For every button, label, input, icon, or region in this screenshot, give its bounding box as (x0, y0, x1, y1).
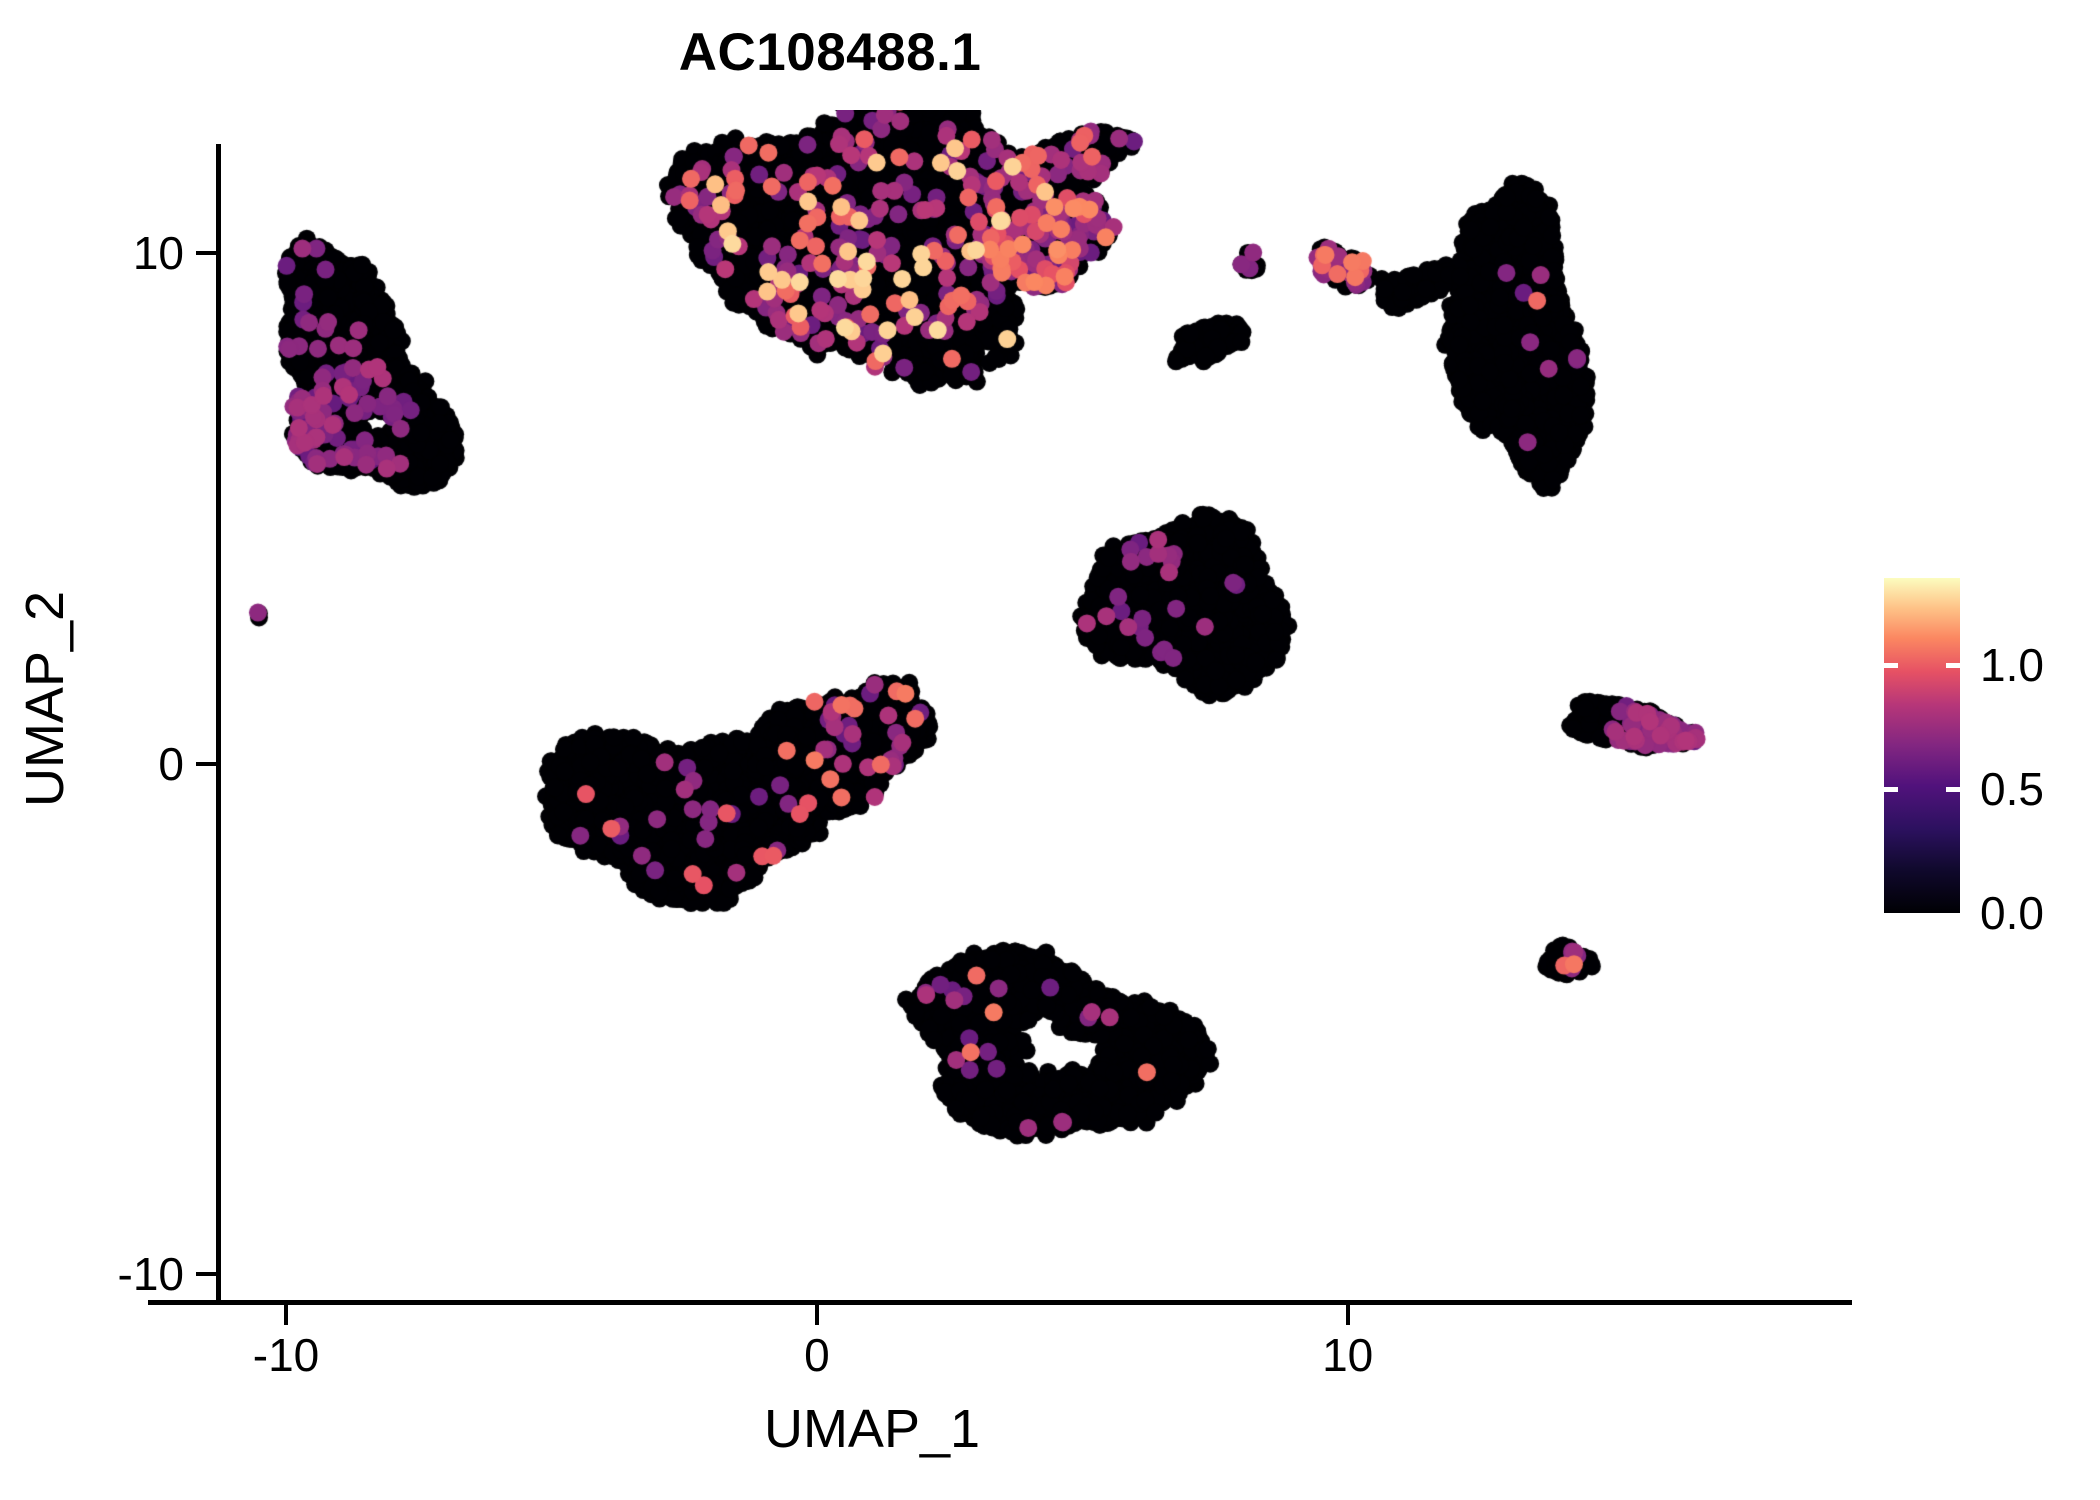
y-tick-label-minus10: -10 (117, 1248, 184, 1301)
x-tick-mark (814, 1304, 819, 1325)
y-axis-line (216, 144, 221, 1304)
legend-tick-label-0.0: 0.0 (1980, 887, 2044, 939)
colorbar-tick (1946, 662, 1960, 668)
colorbar-gradient (1884, 578, 1960, 913)
x-tick-mark (1345, 1304, 1350, 1325)
colorbar-tick (1946, 786, 1960, 792)
x-axis-line (148, 1300, 1852, 1305)
y-tick-label-0: 0 (158, 737, 184, 790)
colorbar-tick (1884, 786, 1898, 792)
y-tick-mark (196, 761, 217, 766)
x-tick-label-minus10: -10 (252, 1329, 320, 1381)
colorbar-tick (1884, 662, 1898, 668)
x-axis-label: UMAP_1 (763, 1399, 981, 1459)
y-tick-mark (196, 1272, 217, 1277)
page-title: AC108488.1 (678, 23, 982, 82)
x-tick-label-0: 0 (804, 1329, 830, 1381)
scatter-plot-panel[interactable] (148, 110, 1852, 1305)
legend-tick-label-0.5: 0.5 (1980, 762, 2044, 815)
y-axis-label: UMAP_2 (15, 590, 75, 808)
scatter-canvas[interactable] (148, 110, 1852, 1305)
color-legend: 1.0 0.5 0.0 (1884, 570, 2084, 936)
x-tick-mark (284, 1304, 289, 1325)
y-tick-label-10: 10 (132, 226, 184, 279)
x-tick-label-10: 10 (1322, 1329, 1374, 1381)
y-tick-mark (196, 250, 217, 255)
legend-tick-label-1.0: 1.0 (1980, 638, 2044, 691)
